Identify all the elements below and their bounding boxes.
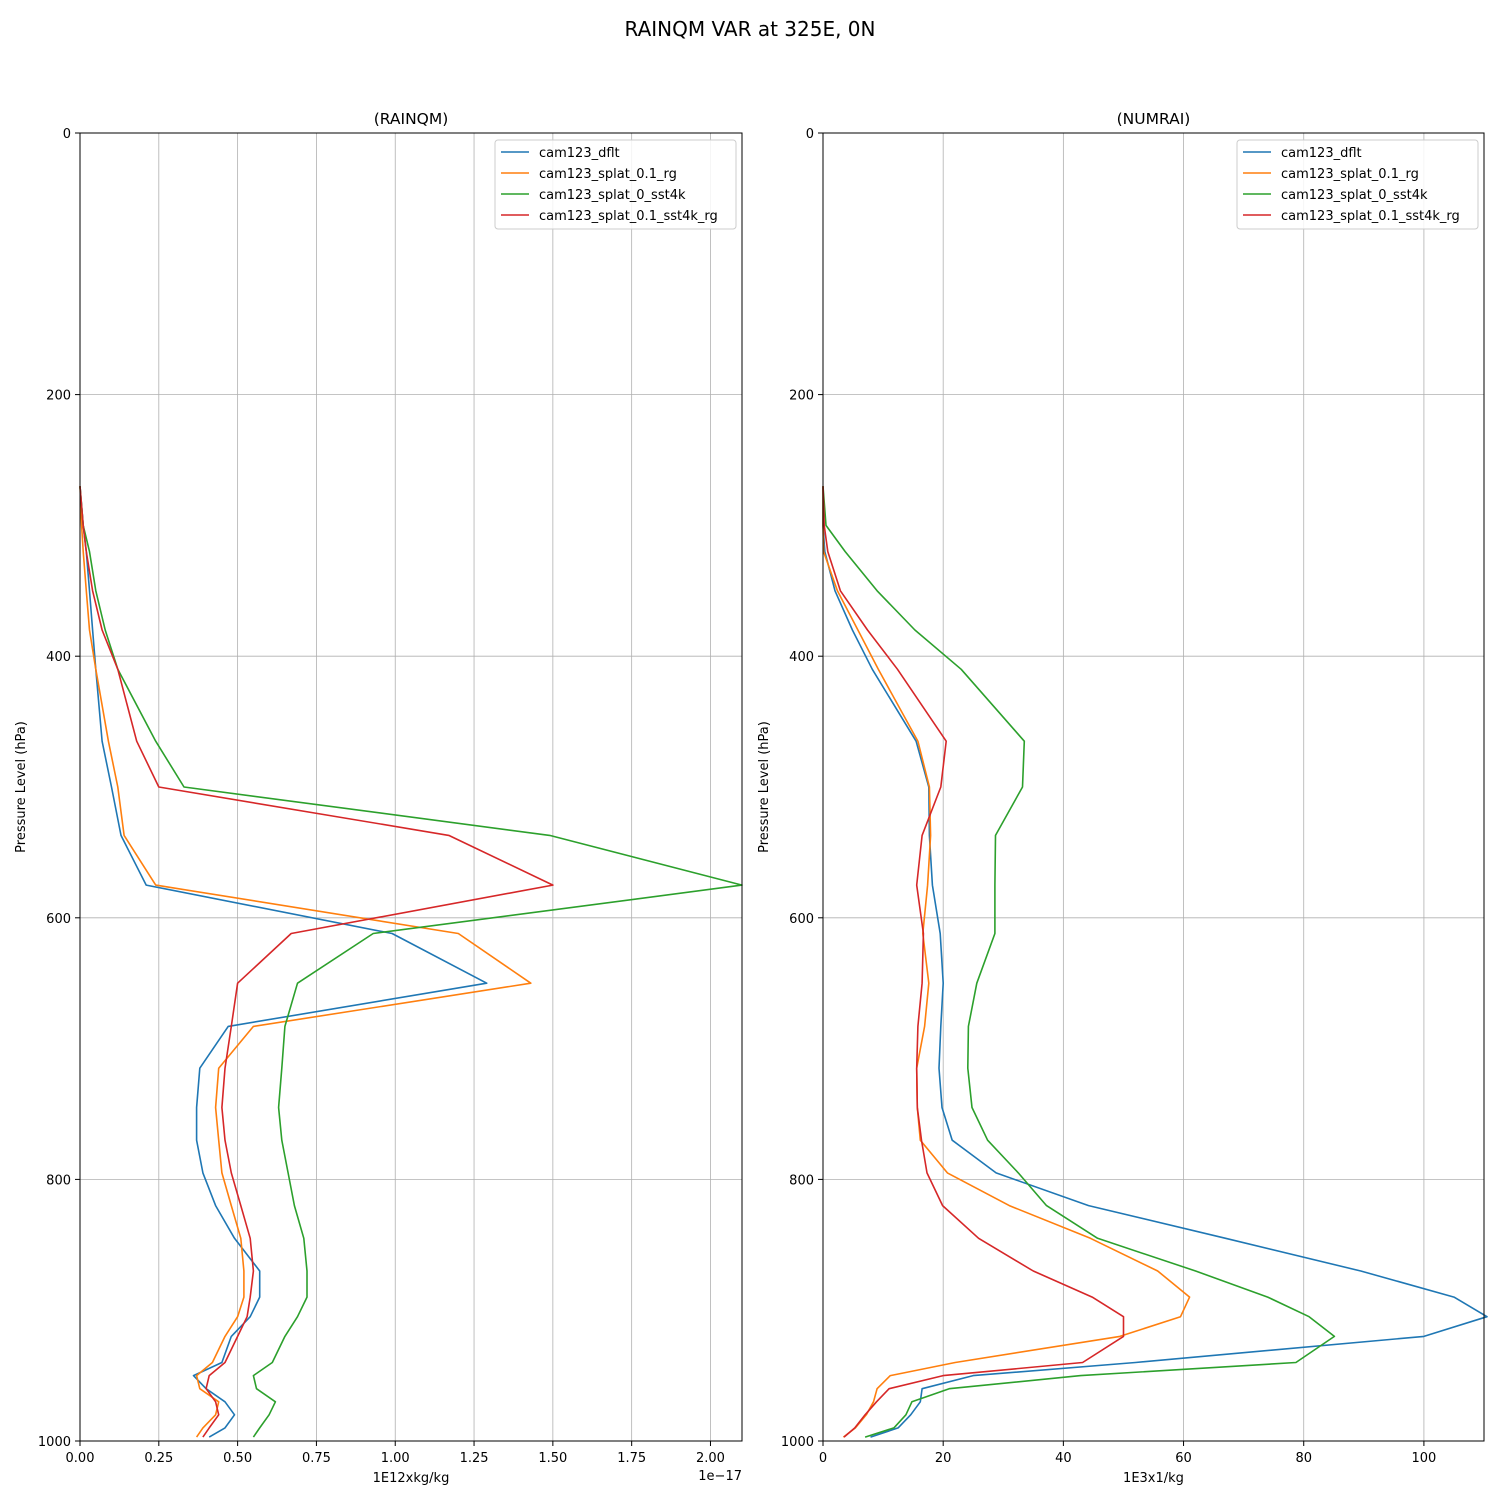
numrai-legend-label-1: cam123_splat_0.1_rg <box>1281 167 1419 182</box>
rainqm-legend-label-2: cam123_splat_0_sst4k <box>539 188 686 203</box>
rainqm-y-axis-label: Pressure Level (hPa) <box>14 721 29 853</box>
rainqm-x-tick-label: 2.00 <box>696 1451 725 1466</box>
rainqm-x-tick-label: 0.00 <box>66 1451 95 1466</box>
numrai-x-axis-label: 1E3x1/kg <box>1123 1471 1184 1486</box>
rainqm-y-tick-label: 600 <box>46 912 71 927</box>
rainqm-x-tick-label: 0.25 <box>144 1451 173 1466</box>
numrai-y-tick-label: 800 <box>789 1173 814 1188</box>
numrai-x-tick-label: 0 <box>819 1451 827 1466</box>
numrai-series-line-2 <box>822 486 1336 1438</box>
figure-suptitle: RAINQM VAR at 325E, 0N <box>625 17 876 41</box>
numrai-x-tick-label: 60 <box>1175 1451 1192 1466</box>
numrai-y-tick-label: 400 <box>789 650 814 665</box>
rainqm-x-tick-label: 0.75 <box>302 1451 331 1466</box>
rainqm-x-tick-label: 1.75 <box>617 1451 646 1466</box>
numrai-legend-label-3: cam123_splat_0.1_sst4k_rg <box>1281 209 1460 224</box>
numrai-y-tick-label: 600 <box>789 912 814 927</box>
numrai-series-line-0 <box>822 486 1488 1438</box>
rainqm-x-tick-label: 1.00 <box>381 1451 410 1466</box>
numrai-series-line-3 <box>822 486 1125 1438</box>
numrai-legend-box <box>1236 139 1479 230</box>
rainqm-legend: cam123_dflt cam123_splat_0.1_rg cam123_spl… <box>494 139 737 230</box>
numrai-axes-frame <box>822 132 1485 1442</box>
rainqm-legend-label-3: cam123_splat_0.1_sst4k_rg <box>539 209 718 224</box>
numrai-x-tick-label: 20 <box>935 1451 952 1466</box>
rainqm-x-tick-label: 1.25 <box>460 1451 489 1466</box>
numrai-x-tick-label: 40 <box>1055 1451 1072 1466</box>
rainqm-x-offset-label: 1e−17 <box>698 1469 742 1484</box>
numrai-legend-label-0: cam123_dflt <box>1281 146 1362 161</box>
numrai-legend-label-2: cam123_splat_0_sst4k <box>1281 188 1428 203</box>
rainqm-axes-frame <box>79 132 743 1442</box>
rainqm-series-line-1 <box>79 486 532 1438</box>
rainqm-legend-label-0: cam123_dflt <box>539 146 620 161</box>
rainqm-x-tick-label: 1.50 <box>538 1451 567 1466</box>
rainqm-y-tick-label: 200 <box>46 389 71 404</box>
rainqm-legend-label-1: cam123_splat_0.1_rg <box>539 167 677 182</box>
rainqm-x-tick-label: 0.50 <box>223 1451 252 1466</box>
numrai-x-tick-label: 80 <box>1295 1451 1312 1466</box>
numrai-y-tick-label: 0 <box>806 127 814 142</box>
numrai-x-tick-label: 100 <box>1411 1451 1436 1466</box>
numrai-legend: cam123_dflt cam123_splat_0.1_rg cam123_spl… <box>1236 139 1479 230</box>
numrai-y-tick-label: 1000 <box>781 1435 814 1450</box>
rainqm-x-axis-label: 1E12xkg/kg <box>373 1471 450 1486</box>
rainqm-legend-box <box>494 139 737 230</box>
rainqm-title: (RAINQM) <box>374 110 449 128</box>
numrai-y-axis-label: Pressure Level (hPa) <box>757 721 772 853</box>
rainqm-y-tick-label: 400 <box>46 650 71 665</box>
numrai-panel: 0 20 40 60 80 10002004006008001000(NUMRAI)1E3… <box>757 110 1488 1486</box>
numrai-title: (NUMRAI) <box>1117 110 1191 128</box>
rainqm-y-tick-label: 1000 <box>38 1435 71 1450</box>
rainqm-y-tick-label: 0 <box>63 127 71 142</box>
numrai-y-tick-label: 200 <box>789 389 814 404</box>
rainqm-panel: 0.00 0.25 0.50 0.75 1.00 1.25 1.50 1.75 2.00 0 200… <box>14 110 743 1486</box>
rainqm-series-line-3 <box>79 486 554 1438</box>
rainqm-y-tick-label: 800 <box>46 1173 71 1188</box>
